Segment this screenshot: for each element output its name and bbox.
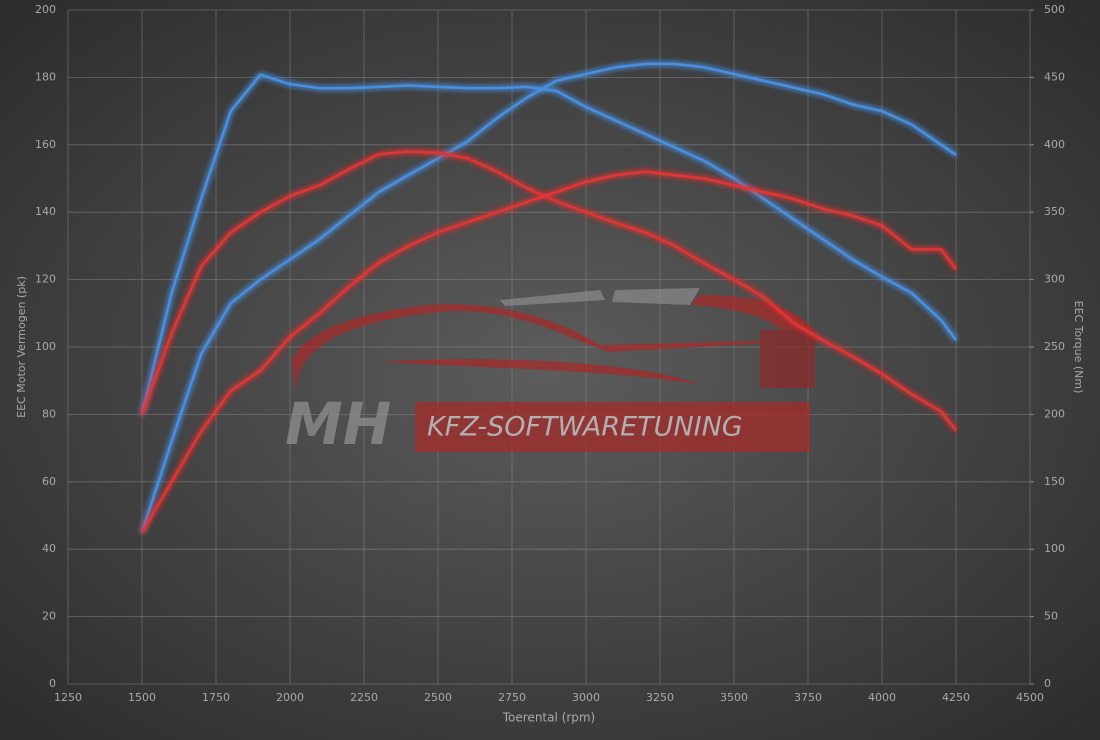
y-tick-label: 40	[42, 542, 56, 555]
logo-roof	[500, 288, 700, 306]
logo-mh: MH	[285, 390, 391, 458]
y-tick-label: 60	[42, 475, 56, 488]
x-tick-label: 1250	[54, 691, 82, 704]
x-axis-label: Toerental (rpm)	[502, 711, 595, 725]
series-line	[140, 170, 958, 533]
x-tick-label: 2500	[424, 691, 452, 704]
logo-text: KFZ-SOFTWARETUNING	[427, 412, 743, 443]
y2-tick-label: 50	[1044, 610, 1058, 623]
x-tick-label: 2250	[350, 691, 378, 704]
x-tick-label: 2750	[498, 691, 526, 704]
x-tick-label: 1750	[202, 691, 230, 704]
y-tick-label: 180	[35, 70, 56, 83]
y2-tick-label: 0	[1044, 677, 1051, 690]
x-tick-label: 3500	[720, 691, 748, 704]
logo-swoosh	[380, 359, 700, 385]
y-tick-label: 100	[35, 340, 56, 353]
x-tick-label: 4000	[868, 691, 896, 704]
y-tick-label: 200	[35, 3, 56, 16]
y2-tick-label: 400	[1044, 138, 1065, 151]
y2-tick-label: 300	[1044, 273, 1065, 286]
x-tick-label: 1500	[128, 691, 156, 704]
logo-banner	[415, 402, 810, 452]
y-tick-label: 80	[42, 407, 56, 420]
series-line	[140, 62, 957, 533]
lines	[140, 62, 958, 533]
y-tick-label: 140	[35, 205, 56, 218]
y2-tick-label: 350	[1044, 205, 1065, 218]
x-tick-label: 2000	[276, 691, 304, 704]
y-tick-label: 0	[49, 677, 56, 690]
x-tick-label: 3250	[646, 691, 674, 704]
y2-tick-label: 200	[1044, 407, 1065, 420]
series-line	[140, 73, 958, 415]
y-axis-label: EEC Motor Vermogen (pk)	[15, 276, 28, 418]
y2-tick-label: 100	[1044, 542, 1065, 555]
y2-tick-label: 500	[1044, 3, 1065, 16]
y2-tick-label: 150	[1044, 475, 1065, 488]
logo-car	[292, 295, 820, 390]
x-tick-label: 3000	[572, 691, 600, 704]
y-tick-label: 20	[42, 610, 56, 623]
logo-block	[760, 330, 815, 388]
y2-tick-label: 450	[1044, 70, 1065, 83]
y2-tick-label: 250	[1044, 340, 1065, 353]
x-tick-label: 4250	[942, 691, 970, 704]
grid	[67, 9, 1034, 685]
y-tick-label: 160	[35, 138, 56, 151]
y-tick-label: 120	[35, 273, 56, 286]
x-tick-label: 4500	[1016, 691, 1044, 704]
logo: MH KFZ-SOFTWARETUNING	[285, 288, 820, 458]
x-tick-label: 3750	[794, 691, 822, 704]
y2-axis-label: EEC Torque (Nm)	[1072, 301, 1085, 394]
series-line	[140, 150, 957, 432]
